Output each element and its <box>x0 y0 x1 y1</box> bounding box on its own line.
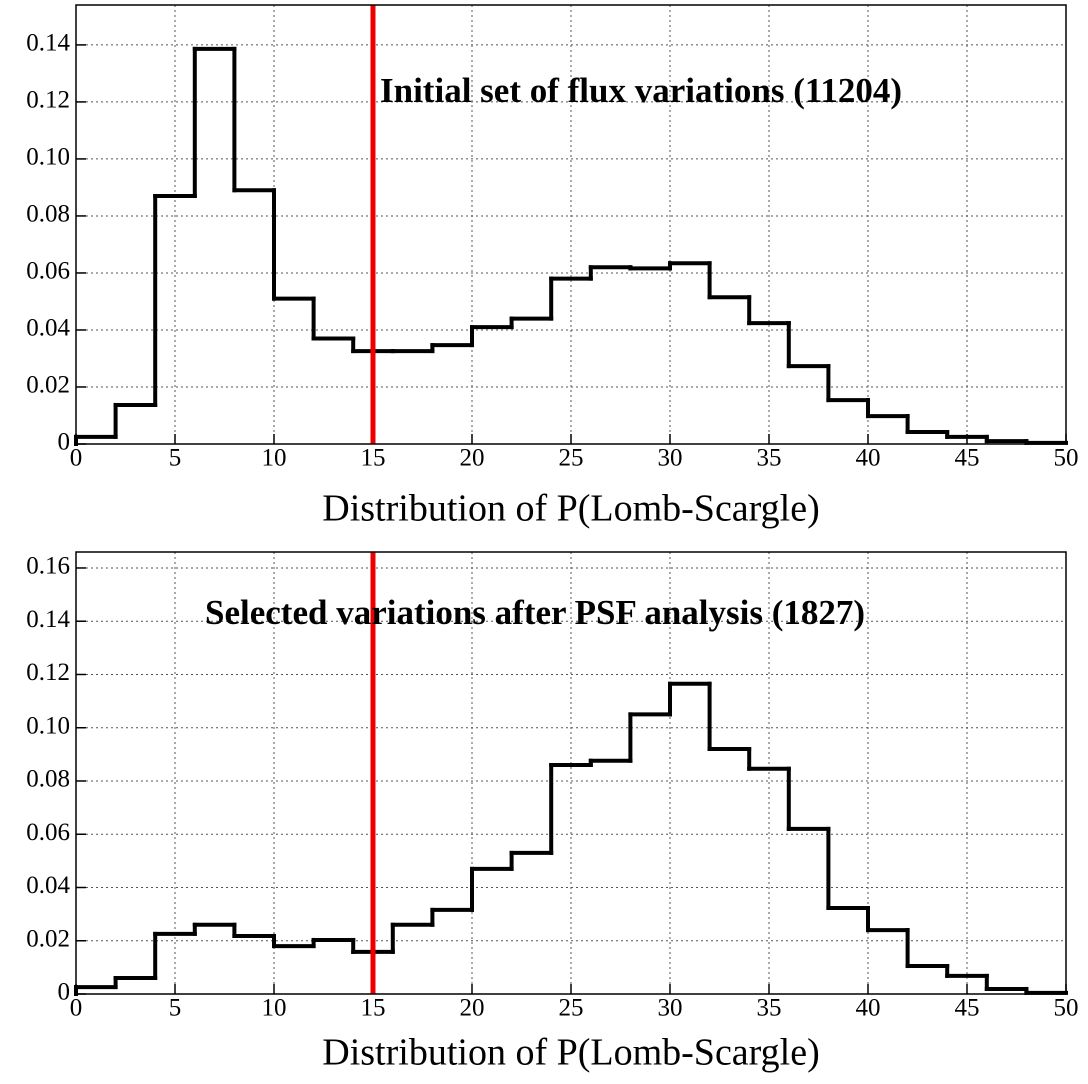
x-tick-label: 15 <box>361 445 386 472</box>
x-tick-label: 30 <box>658 995 683 1022</box>
annotation: Initial set of flux variations (11204) <box>380 71 902 110</box>
x-axis-label: Distribution of P(Lomb-Scargle) <box>322 1032 819 1074</box>
x-tick-label: 45 <box>955 995 980 1022</box>
y-tick-label: 0.08 <box>26 201 70 228</box>
x-tick-label: 0 <box>70 995 83 1022</box>
x-tick-label: 10 <box>262 995 287 1022</box>
y-tick-label: 0.12 <box>26 659 70 686</box>
x-tick-label: 5 <box>169 445 182 472</box>
x-tick-label: 25 <box>559 445 584 472</box>
y-tick-label: 0.06 <box>26 819 70 846</box>
x-tick-label: 40 <box>856 995 881 1022</box>
y-tick-label: 0.10 <box>26 144 70 171</box>
x-tick-label: 50 <box>1054 445 1079 472</box>
x-tick-label: 35 <box>757 995 782 1022</box>
y-tick-label: 0.02 <box>26 925 70 952</box>
x-tick-label: 35 <box>757 445 782 472</box>
y-tick-label: 0.12 <box>26 87 70 114</box>
x-tick-label: 20 <box>460 995 485 1022</box>
x-tick-label: 50 <box>1054 995 1079 1022</box>
x-axis-label: Distribution of P(Lomb-Scargle) <box>322 488 819 530</box>
y-tick-label: 0.14 <box>26 606 70 633</box>
y-tick-label: 0.16 <box>26 553 70 580</box>
y-tick-label: 0.04 <box>26 872 70 899</box>
y-tick-label: 0.02 <box>26 372 70 399</box>
y-tick-label: 0.14 <box>26 30 70 57</box>
x-tick-label: 10 <box>262 445 287 472</box>
annotation: Selected variations after PSF analysis (… <box>205 593 865 632</box>
y-tick-label: 0.10 <box>26 712 70 739</box>
plot-frame <box>75 4 1067 445</box>
x-tick-label: 15 <box>361 995 386 1022</box>
x-tick-label: 20 <box>460 445 485 472</box>
x-tick-label: 5 <box>169 995 182 1022</box>
x-tick-label: 0 <box>70 445 83 472</box>
y-tick-label: 0 <box>58 429 71 456</box>
y-tick-label: 0.04 <box>26 315 70 342</box>
y-tick-label: 0.08 <box>26 766 70 793</box>
y-tick-label: 0.06 <box>26 258 70 285</box>
x-tick-label: 45 <box>955 445 980 472</box>
x-tick-label: 25 <box>559 995 584 1022</box>
x-tick-label: 40 <box>856 445 881 472</box>
y-tick-label: 0 <box>58 979 71 1006</box>
plot-frame <box>75 551 1067 995</box>
x-tick-label: 30 <box>658 445 683 472</box>
